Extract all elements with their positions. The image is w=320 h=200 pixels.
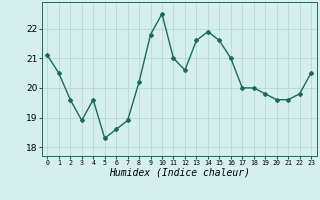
X-axis label: Humidex (Indice chaleur): Humidex (Indice chaleur)	[109, 168, 250, 178]
